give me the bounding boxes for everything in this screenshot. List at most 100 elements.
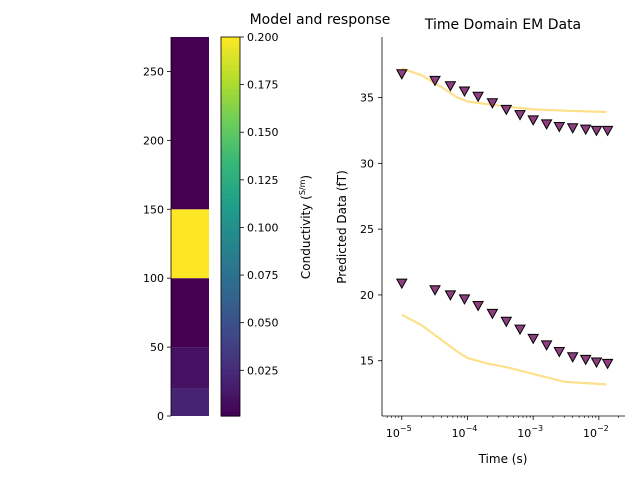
colorbar-segment: [221, 108, 240, 114]
colorbar-segment: [221, 145, 240, 152]
colorbar-segment: [221, 131, 240, 138]
colorbar-segment: [221, 373, 240, 379]
colorbar-segment: [221, 321, 240, 327]
data-line-2: [401, 67, 607, 114]
colorbar-segment: [221, 93, 240, 100]
model-layer-3: [171, 209, 209, 279]
colorbar-segment: [221, 117, 240, 123]
colorbar-tick-label: 0.025: [247, 364, 279, 377]
data-x-tick-base: 10: [583, 427, 597, 440]
colorbar-segment: [221, 212, 240, 218]
colorbar-segment: [221, 98, 240, 104]
colorbar-segment: [221, 160, 240, 166]
colorbar-tick-label: 0.050: [247, 317, 279, 330]
colorbar-segment: [221, 259, 240, 265]
colorbar-segment: [221, 150, 240, 157]
data-x-tick-base: 10: [452, 427, 466, 440]
model-layer-2: [171, 278, 209, 348]
data-x-tick-label: 10−4: [452, 424, 478, 440]
colorbar-segment: [221, 254, 240, 261]
data-x-tick-exponent: −5: [400, 424, 412, 433]
colorbar-segment: [221, 198, 240, 204]
data-point: [579, 354, 592, 366]
colorbar-segment: [221, 217, 240, 223]
colorbar-segment: [221, 46, 240, 52]
model-y-tick-label: 250: [143, 65, 164, 78]
data-x-tick-exponent: −4: [466, 424, 478, 433]
data-markers: [395, 69, 614, 370]
colorbar-segment: [221, 278, 240, 284]
data-x-tick-label: 10−5: [386, 424, 412, 440]
colorbar-segment: [221, 188, 240, 194]
data-point: [540, 340, 553, 351]
data-line-3: [401, 313, 607, 386]
data-point: [395, 69, 408, 80]
colorbar-gradient: [221, 37, 240, 417]
data-point: [458, 86, 471, 98]
data-point: [601, 125, 614, 137]
data-point: [579, 124, 592, 136]
colorbar: 0.025 0.050 0.075 0.100 0.125 0.150 0.175 0.200…: [220, 31, 313, 417]
colorbar-label-prefix: Conductivity (: [299, 195, 313, 279]
colorbar-segment: [221, 155, 240, 161]
data-point: [444, 81, 457, 92]
model-layer-4: [171, 37, 209, 210]
data-point: [590, 125, 603, 137]
colorbar-segment: [221, 221, 240, 228]
data-point: [458, 294, 471, 305]
data-point: [566, 123, 579, 134]
colorbar-label-unit-den: m: [298, 179, 307, 187]
colorbar-tick-label: 0.175: [247, 79, 279, 92]
colorbar-segment: [221, 207, 240, 213]
colorbar-segment: [221, 122, 240, 128]
data-point: [444, 290, 457, 301]
colorbar-segment: [221, 183, 240, 190]
colorbar-segment: [221, 292, 240, 299]
model-y-tick-label: 100: [143, 272, 164, 285]
colorbar-segment: [221, 387, 240, 393]
colorbar-segment: [221, 382, 240, 389]
colorbar-segment: [221, 55, 240, 62]
colorbar-segment: [221, 231, 240, 237]
data-y-tick-label: 25: [360, 223, 374, 236]
data-panel-title: Time Domain EM Data: [424, 17, 581, 33]
data-point: [601, 358, 614, 370]
colorbar-tick-label: 0.150: [247, 126, 279, 139]
data-point: [429, 75, 441, 87]
data-y-tick-label: 30: [360, 157, 374, 170]
colorbar-segment: [221, 70, 240, 76]
colorbar-tick-label: 0.200: [247, 31, 279, 44]
data-x-tick-exponent: −2: [597, 424, 609, 433]
data-y-tick-label: 35: [360, 92, 374, 105]
data-point: [553, 347, 566, 358]
colorbar-segment: [221, 240, 240, 247]
data-y-ticks: 15 20 25 30 35: [360, 92, 382, 368]
colorbar-segment: [221, 174, 240, 180]
data-point: [500, 104, 513, 116]
colorbar-segment: [221, 250, 240, 256]
data-point: [553, 122, 566, 133]
colorbar-tick-label: 0.075: [247, 269, 279, 282]
colorbar-segment: [221, 273, 240, 280]
colorbar-segment: [221, 136, 240, 142]
data-point: [514, 324, 526, 336]
colorbar-label-slash: /: [298, 187, 307, 190]
data-point: [540, 119, 553, 130]
model-y-ticks: 0 50 100 150 200 250: [143, 37, 172, 423]
colorbar-segment: [221, 193, 240, 199]
data-y-tick-label: 15: [360, 355, 374, 368]
data-x-tick-base: 10: [517, 427, 531, 440]
colorbar-segment: [221, 359, 240, 365]
data-point: [472, 301, 484, 312]
colorbar-segment: [221, 245, 240, 251]
data-point: [527, 333, 540, 345]
colorbar-segment: [221, 406, 240, 412]
colorbar-segment: [221, 335, 240, 341]
colorbar-segment: [221, 378, 240, 384]
colorbar-segment: [221, 179, 240, 185]
data-x-tick-label: 10−3: [517, 424, 543, 440]
colorbar-segment: [221, 307, 240, 313]
colorbar-segment: [221, 141, 240, 147]
colorbar-segment: [221, 330, 240, 337]
